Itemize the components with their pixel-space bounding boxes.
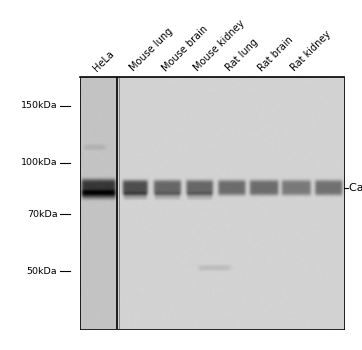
Text: 150kDa: 150kDa xyxy=(21,102,57,111)
Text: Calpain 2: Calpain 2 xyxy=(349,183,362,193)
Text: 70kDa: 70kDa xyxy=(27,210,57,219)
Text: Rat brain: Rat brain xyxy=(256,34,295,73)
Text: HeLa: HeLa xyxy=(91,49,116,73)
Text: Mouse brain: Mouse brain xyxy=(160,23,210,73)
Text: Rat lung: Rat lung xyxy=(224,37,260,73)
Text: Mouse lung: Mouse lung xyxy=(128,26,175,73)
Text: Mouse kidney: Mouse kidney xyxy=(192,19,247,73)
Text: 50kDa: 50kDa xyxy=(27,267,57,275)
Text: 100kDa: 100kDa xyxy=(21,158,57,167)
Text: Rat kidney: Rat kidney xyxy=(289,29,333,73)
